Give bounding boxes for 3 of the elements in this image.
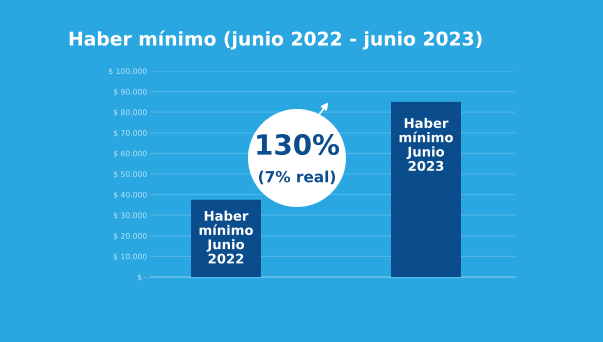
x-tick-label: Haber mínimo Junio 2022 bbox=[200, 210, 253, 264]
chart-title: Haber mínimo (junio 2022 - junio 2023) bbox=[70, 30, 482, 50]
x-tick-label: Haber mínimo Junio 2023 bbox=[400, 118, 453, 171]
